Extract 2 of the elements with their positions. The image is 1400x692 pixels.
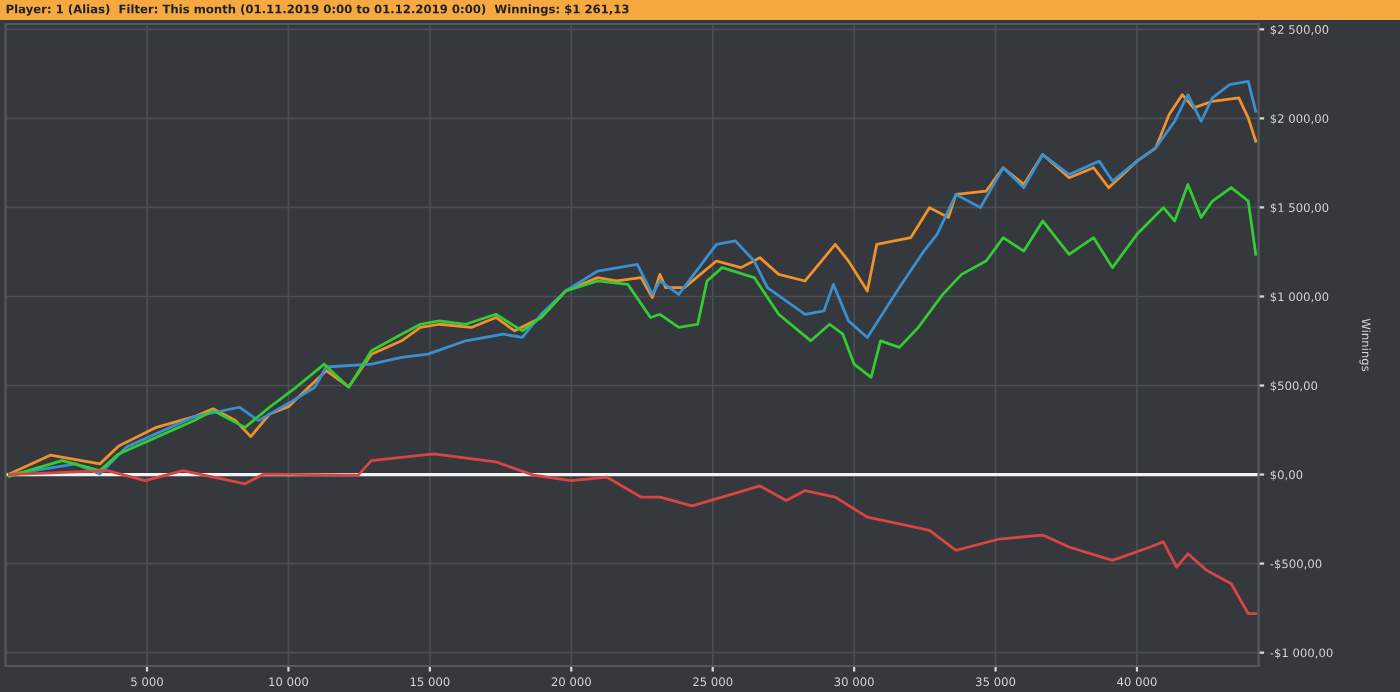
line-series: [7, 452, 1258, 616]
line-series: [7, 183, 1258, 478]
